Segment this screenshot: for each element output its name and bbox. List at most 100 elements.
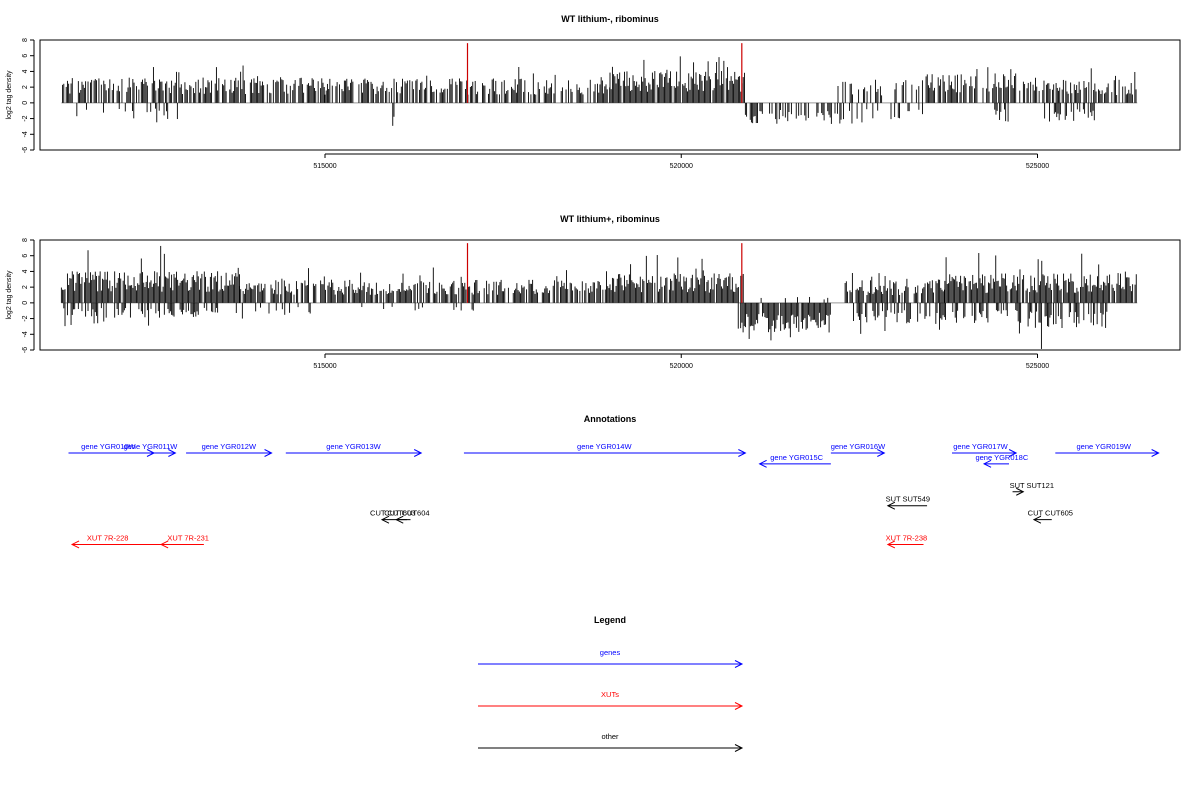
annotations-title: Annotations: [584, 414, 637, 424]
y-tick-label: 4: [22, 69, 29, 73]
arrow-head: [1008, 449, 1018, 457]
legend-title: Legend: [594, 615, 626, 625]
data-bars: [60, 245, 1138, 349]
legend-label: XUTs: [601, 690, 619, 699]
feature-label: gene YGR016W: [831, 442, 886, 451]
feature-label: CUT CUT605: [1028, 509, 1073, 518]
feature-label: gene YGR015C: [770, 453, 823, 462]
legend-arrow-head: [734, 702, 744, 710]
legend-panel: Legend genes XUTs other: [478, 615, 744, 752]
arrow-head: [1032, 515, 1042, 524]
x-tick-label: 525000: [1026, 163, 1049, 170]
x-tick-label: 525000: [1026, 363, 1049, 370]
feature-gene: gene YGR017W: [952, 442, 1018, 457]
arrow-head: [160, 540, 169, 549]
feature-label: SUT SUT549: [886, 495, 930, 504]
feature-other: CUT CUT604: [384, 509, 430, 524]
panel-title: WT lithium+, ribominus: [560, 214, 660, 224]
feature-gene: gene YGR019W: [1055, 442, 1160, 457]
feature-label: XUT 7R-238: [886, 533, 928, 542]
feature-label: gene YGR013W: [326, 442, 381, 451]
legend-item-xut: XUTs: [478, 690, 744, 710]
y-tick-label: 4: [22, 269, 29, 273]
marker-lines: [466, 243, 743, 303]
x-axis: 515000 520000 525000: [313, 353, 1049, 370]
y-tick-label: 8: [22, 238, 29, 242]
data-bars: [61, 56, 1138, 126]
feature-gene: gene YGR013W: [285, 442, 423, 457]
y-tick-label: 6: [22, 254, 29, 258]
feature-label: SUT SUT121: [1010, 481, 1054, 490]
track-panel-lithium-plus: WT lithium+, ribominus -6 -4 -2 0 2 4 6 8 51500…: [6, 214, 1181, 370]
feature-gene: gene YGR011W: [123, 442, 178, 457]
y-axis: -6 -4 -2 0 2 4 6 8: [22, 38, 35, 153]
feature-gene: gene YGR016W: [831, 442, 886, 457]
y-tick-label: -4: [22, 331, 29, 337]
feature-gene: gene YGR018C: [975, 453, 1029, 468]
feature-other: SUT SUT121: [1010, 481, 1054, 496]
arrow-head: [413, 449, 423, 457]
arrow-head: [264, 449, 273, 457]
feature-gene: gene YGR012W: [186, 442, 273, 457]
panel-title: WT lithium-, ribominus: [561, 14, 659, 24]
legend-label: genes: [600, 648, 621, 657]
arrow-head: [886, 540, 896, 549]
y-tick-label: 0: [22, 301, 29, 305]
y-tick-label: 2: [22, 85, 29, 89]
feature-label: CUT CUT604: [384, 509, 429, 518]
arrow-head: [877, 449, 886, 457]
y-tick-label: -4: [22, 131, 29, 137]
feature-label: CUT CUT603: [370, 509, 415, 518]
arrow-head: [982, 459, 992, 468]
feature-gene: gene YGR014W: [463, 442, 747, 457]
x-tick-label: 520000: [670, 163, 693, 170]
y-tick-label: 0: [22, 101, 29, 105]
x-tick-label: 520000: [670, 363, 693, 370]
feature-label: XUT 7R-231: [167, 533, 209, 542]
y-axis: -6 -4 -2 0 2 4 6 8: [22, 238, 35, 353]
plot-frame: [39, 239, 1181, 351]
feature-xut: XUT 7R-231: [160, 533, 209, 549]
feature-label: gene YGR012W: [202, 442, 257, 451]
y-axis-label: log2 tag density: [6, 270, 13, 320]
y-tick-label: 6: [22, 54, 29, 58]
feature-label: gene YGR017W: [953, 442, 1008, 451]
arrow-head: [1016, 487, 1025, 496]
feature-other: CUT CUT605: [1028, 509, 1073, 524]
y-tick-label: -2: [22, 115, 29, 121]
legend-items: genes XUTs other: [478, 648, 744, 752]
legend-arrow-head: [734, 744, 744, 752]
feature-gene: gene YGR015C: [758, 453, 831, 468]
y-tick-label: -2: [22, 315, 29, 321]
feature-label: gene YGR014W: [577, 442, 632, 451]
y-tick-label: -6: [22, 347, 29, 353]
x-tick-label: 515000: [313, 363, 336, 370]
y-tick-label: 2: [22, 285, 29, 289]
arrow-head: [758, 459, 767, 468]
legend-label: other: [601, 732, 619, 741]
arrow-head: [380, 515, 390, 524]
feature-label: gene YGR010W: [81, 442, 136, 451]
marker-lines: [466, 43, 743, 103]
y-tick-label: 8: [22, 38, 29, 42]
feature-xut: XUT 7R-238: [886, 533, 928, 549]
feature-xut: XUT 7R-228: [70, 533, 162, 549]
feature-label: gene YGR019W: [1077, 442, 1132, 451]
x-tick-label: 515000: [313, 163, 336, 170]
arrow-head: [395, 515, 404, 524]
legend-arrow-head: [734, 660, 744, 668]
feature-label: gene YGR018C: [975, 453, 1028, 462]
y-axis-label: log2 tag density: [6, 70, 13, 120]
plot-frame: [39, 39, 1181, 151]
track-panel-lithium-minus: WT lithium-, ribominus -6 -4 -2 0 2 4 6 8 51500…: [6, 14, 1181, 170]
feature-label: gene YGR011W: [123, 442, 178, 451]
arrow-head: [168, 449, 177, 457]
arrow-head: [70, 540, 80, 549]
feature-other: SUT SUT549: [886, 495, 930, 510]
arrow-head: [1151, 449, 1160, 457]
legend-item-other: other: [478, 732, 744, 752]
legend-item-gene: genes: [478, 648, 744, 668]
